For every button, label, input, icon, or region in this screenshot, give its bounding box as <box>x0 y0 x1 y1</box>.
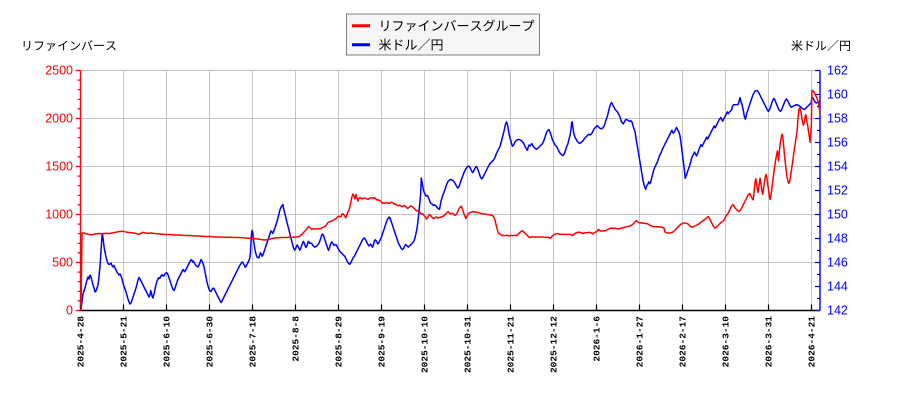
svg-text:500: 500 <box>52 256 73 270</box>
svg-text:2500: 2500 <box>45 64 73 78</box>
svg-text:152: 152 <box>827 184 848 198</box>
svg-text:2025-6-10: 2025-6-10 <box>162 316 173 368</box>
svg-text:2026-3-31: 2026-3-31 <box>764 316 775 368</box>
svg-text:2025-9-19: 2025-9-19 <box>377 316 388 368</box>
svg-text:1000: 1000 <box>45 208 73 222</box>
svg-text:2025-6-30: 2025-6-30 <box>205 316 216 368</box>
svg-text:154: 154 <box>827 160 848 174</box>
svg-text:2026-2-17: 2026-2-17 <box>678 316 689 368</box>
svg-text:2026-1-6: 2026-1-6 <box>592 316 603 362</box>
svg-text:2025-8-8: 2025-8-8 <box>291 316 302 362</box>
svg-text:2025-7-18: 2025-7-18 <box>248 316 259 368</box>
svg-text:162: 162 <box>827 64 848 78</box>
svg-text:2026-1-27: 2026-1-27 <box>635 316 646 368</box>
svg-text:2025-10-31: 2025-10-31 <box>463 316 474 373</box>
svg-text:2025-12-12: 2025-12-12 <box>549 316 560 373</box>
svg-text:2026-3-10: 2026-3-10 <box>721 316 732 368</box>
svg-text:2026-4-21: 2026-4-21 <box>807 316 818 368</box>
svg-text:148: 148 <box>827 232 848 246</box>
svg-text:150: 150 <box>827 208 848 222</box>
svg-text:2025-4-28: 2025-4-28 <box>76 316 87 368</box>
svg-text:144: 144 <box>827 280 848 294</box>
svg-text:158: 158 <box>827 112 848 126</box>
svg-text:160: 160 <box>827 88 848 102</box>
svg-text:2025-10-10: 2025-10-10 <box>420 316 431 373</box>
svg-text:142: 142 <box>827 304 848 318</box>
svg-text:0: 0 <box>66 304 73 318</box>
svg-text:2000: 2000 <box>45 112 73 126</box>
svg-text:146: 146 <box>827 256 848 270</box>
svg-text:2025-5-21: 2025-5-21 <box>119 316 130 368</box>
svg-text:2025-11-21: 2025-11-21 <box>506 316 517 373</box>
svg-text:156: 156 <box>827 136 848 150</box>
svg-text:1500: 1500 <box>45 160 73 174</box>
svg-text:2025-8-29: 2025-8-29 <box>334 316 345 368</box>
